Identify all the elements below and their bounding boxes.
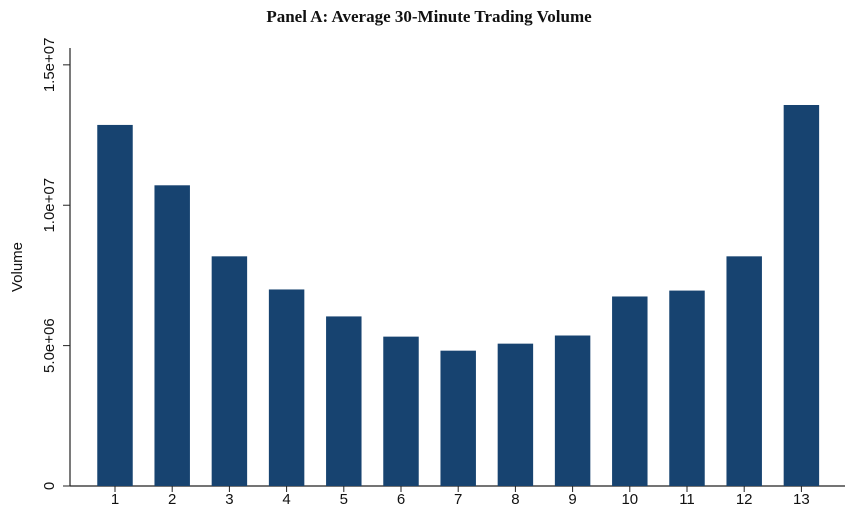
x-tick-label: 7: [454, 491, 462, 508]
x-tick-label: 11: [679, 491, 695, 508]
bar: [783, 104, 820, 486]
x-tick-label: 9: [568, 491, 576, 508]
x-tick-label: 10: [621, 491, 638, 508]
bar: [326, 316, 362, 486]
x-tick-label: 12: [736, 491, 753, 508]
y-axis-label: Volume: [9, 242, 26, 292]
x-tick-label: 13: [793, 491, 810, 508]
x-tick-label: 2: [168, 491, 176, 508]
bar: [726, 256, 762, 486]
x-tick-label: 8: [511, 491, 519, 508]
y-tick-label: 1.5e+07: [41, 38, 58, 93]
bar: [383, 336, 419, 486]
bar: [612, 296, 648, 486]
chart-title: Panel A: Average 30-Minute Trading Volum…: [266, 7, 592, 26]
bar: [211, 256, 248, 486]
bar: [554, 335, 591, 486]
x-tick-label: 5: [340, 491, 348, 508]
bar: [154, 185, 190, 487]
y-tick-label: 0: [41, 482, 58, 490]
x-tick-label: 3: [225, 491, 233, 508]
x-tick-label: 1: [111, 491, 119, 508]
bar: [669, 290, 705, 486]
x-tick-label: 6: [397, 491, 405, 508]
bar: [497, 343, 534, 486]
bar: [268, 289, 305, 486]
y-tick-label: 1.0e+07: [41, 178, 58, 233]
bar: [440, 350, 476, 486]
y-tick-label: 5.0e+06: [41, 318, 58, 373]
x-tick-label: 4: [282, 491, 290, 508]
bar: [97, 124, 133, 486]
